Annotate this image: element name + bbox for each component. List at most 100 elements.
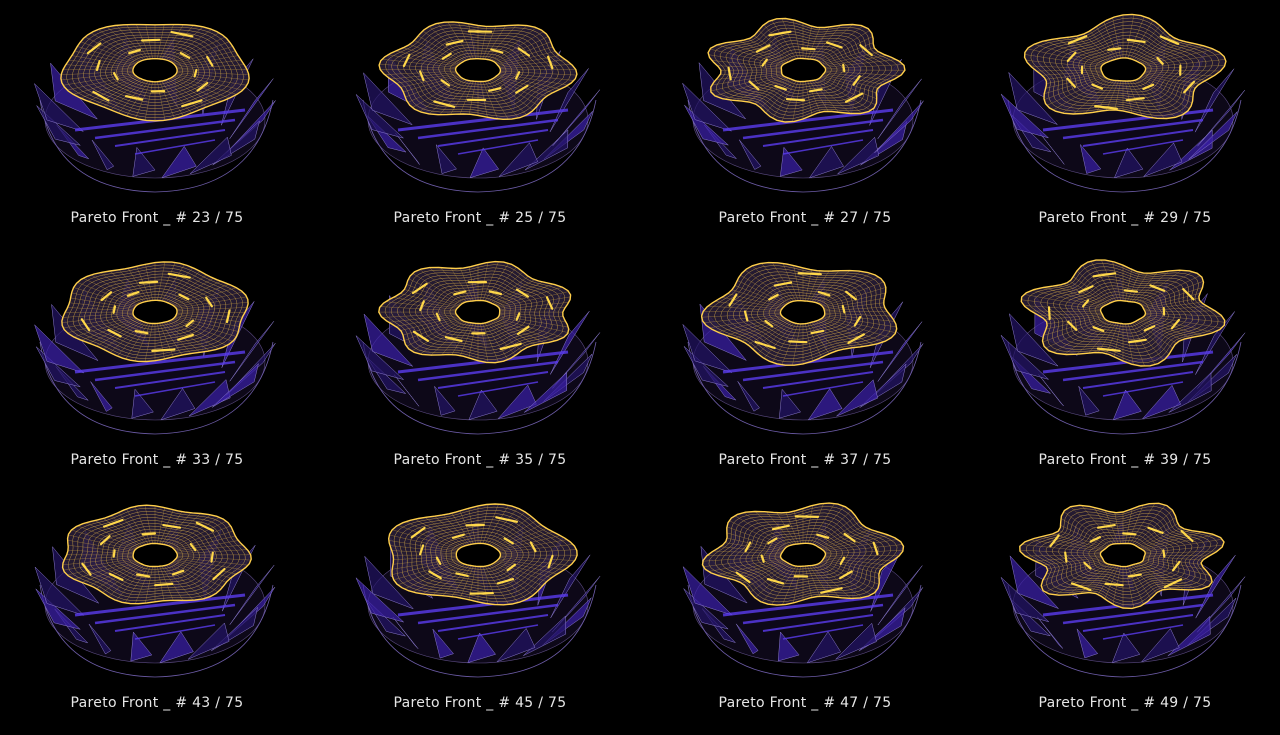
donut-dash (1081, 299, 1090, 308)
donut-spoke (820, 281, 884, 306)
donut-spoke (451, 565, 472, 597)
donut-dash (767, 537, 778, 545)
panel: Pareto Front _ # 27 / 75 (682, 17, 924, 226)
bowl-beam (94, 118, 236, 140)
donut-spoke (145, 566, 153, 604)
donut-dash (189, 542, 197, 552)
donut-spoke (392, 557, 457, 565)
donut-spoke (175, 559, 237, 575)
facet (392, 616, 419, 649)
donut-spoke (492, 279, 535, 304)
donut-spoke (1046, 73, 1103, 84)
donut-spoke (159, 24, 174, 59)
facet (1000, 335, 1049, 380)
donut-spoke (1020, 299, 1102, 310)
donut-spoke (109, 321, 145, 353)
donut-spoke (1140, 561, 1208, 588)
facet (808, 146, 844, 179)
donut-spoke (497, 75, 553, 93)
donut-spoke (822, 317, 892, 338)
donut-spoke (1140, 76, 1194, 98)
facet (395, 133, 420, 165)
donut-spoke (1069, 281, 1109, 304)
donut-dash (1066, 77, 1077, 88)
donut-spoke (405, 76, 461, 98)
donut-spoke (1139, 527, 1182, 548)
donut-spoke (1054, 285, 1106, 306)
donut-spoke (1045, 74, 1103, 89)
donut-spoke (763, 322, 795, 359)
donut-spoke (771, 19, 797, 60)
donut-dash (810, 329, 825, 335)
facet (34, 83, 84, 132)
donut-spoke (171, 36, 226, 63)
donut-spoke (805, 323, 813, 362)
donut-spoke (765, 80, 795, 114)
donut-spoke (157, 323, 165, 359)
bowl-beam (114, 371, 226, 389)
donut-spoke (739, 40, 787, 63)
donut-dash (225, 309, 231, 324)
donut-dash (126, 291, 140, 297)
facet (807, 388, 843, 421)
donut-spoke (488, 79, 528, 115)
donut-outline (1019, 502, 1225, 610)
donut-spoke (389, 534, 458, 551)
donut-spoke (406, 319, 462, 347)
donut-spoke (1044, 76, 1106, 100)
donut-spoke (498, 74, 561, 90)
donut-spoke (807, 503, 824, 544)
donut-dash (852, 75, 861, 86)
facet (363, 313, 413, 367)
donut-spoke (499, 549, 577, 554)
facet (362, 71, 413, 125)
donut-dash (1122, 532, 1137, 536)
donut-spoke (494, 562, 543, 587)
donut-outline (61, 504, 252, 605)
donut-spoke (823, 316, 896, 333)
donut-spoke (809, 503, 835, 545)
donut-spoke (490, 27, 537, 61)
donut-spoke (499, 64, 572, 69)
donut-spoke (163, 25, 194, 60)
facet (552, 332, 601, 389)
donut-spoke (1143, 559, 1211, 576)
donut-spoke (1139, 319, 1183, 340)
donut-spoke (1046, 559, 1103, 574)
donut-dash (768, 30, 792, 37)
donut-spoke (134, 506, 151, 544)
donut-spoke (165, 79, 200, 111)
donut-spoke (726, 532, 784, 550)
donut-dash (128, 48, 141, 55)
facet (877, 565, 923, 626)
panel: Pareto Front _ # 49 / 75 (1000, 502, 1246, 711)
donut-spoke (824, 71, 901, 76)
facet (90, 381, 113, 412)
donut-spoke (1139, 275, 1201, 305)
donut-spoke (159, 323, 174, 357)
donut-spoke (67, 74, 135, 91)
donut-dash (495, 516, 519, 523)
donut-spoke (805, 81, 813, 116)
facet (1011, 356, 1052, 394)
donut-spoke (499, 556, 575, 561)
donut-spoke (809, 270, 830, 302)
donut-spoke (782, 566, 799, 605)
donut-dash (185, 319, 195, 328)
donut-dash (760, 554, 765, 563)
donut-spoke (488, 271, 524, 303)
donut-dash (735, 571, 751, 584)
donut-spoke (400, 316, 458, 331)
donut-dash (1092, 272, 1117, 278)
donut-spoke (409, 44, 461, 64)
donut-spoke (1053, 320, 1109, 353)
donut-dash (1126, 38, 1146, 44)
facet (497, 384, 537, 419)
donut-dash (99, 535, 111, 546)
donut-dash (547, 554, 554, 569)
donut-spoke (781, 323, 799, 365)
donut-spoke (175, 296, 247, 309)
donut-spoke (743, 512, 791, 546)
donut-spoke (809, 322, 830, 354)
donut-spoke (172, 318, 233, 342)
